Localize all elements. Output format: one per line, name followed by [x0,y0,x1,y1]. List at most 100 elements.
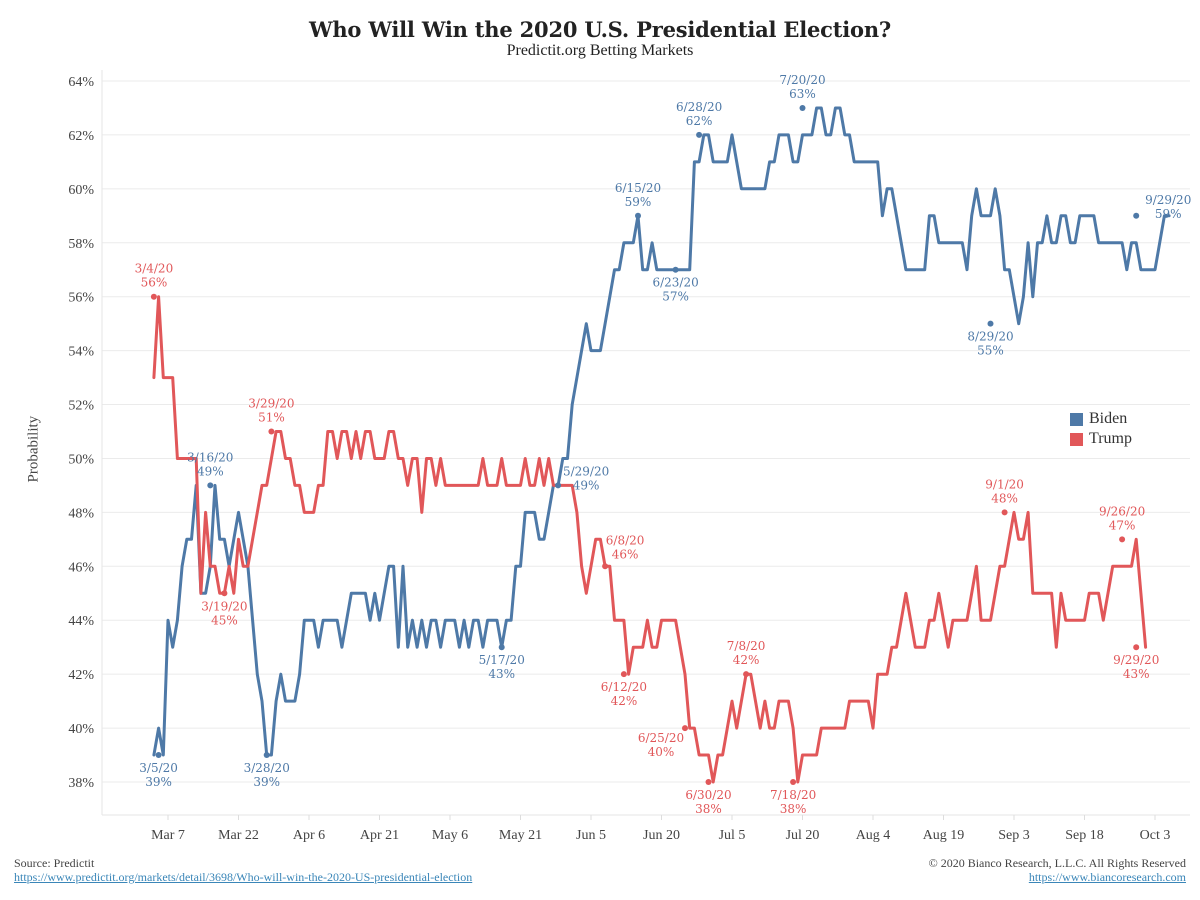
y-tick-label: 40% [68,722,94,737]
x-tick-label: Apr 6 [293,828,325,843]
annotation-marker[interactable] [555,482,562,489]
annotation-marker[interactable] [150,293,157,300]
legend-label-biden: Biden [1089,410,1128,427]
annotation-date: 9/1/20 [985,477,1024,491]
annotation-value: 40% [648,745,675,759]
annotation-marker[interactable] [682,725,688,732]
annotation-value: 45% [211,613,238,627]
annotation-date: 3/29/20 [248,397,294,411]
y-tick-label: 46% [68,560,94,575]
annotation-value: 56% [141,276,168,290]
annotation-value: 46% [612,547,639,561]
x-tick-label: May 6 [432,828,468,843]
annotation-marker[interactable] [790,779,797,785]
x-tick-label: Sep 18 [1065,828,1104,843]
series-line-biden[interactable] [152,106,1171,757]
annotation-value: 43% [1123,667,1150,681]
y-tick-label: 62% [68,129,94,144]
annotation-value: 62% [686,114,713,128]
annotation-date: 6/15/20 [615,181,661,195]
source-footer: Source: Predictit https://www.predictit.… [14,856,472,884]
annotation-marker[interactable] [743,671,750,678]
legend-item-biden[interactable]: Biden [1070,409,1132,429]
legend-item-trump[interactable]: Trump [1070,429,1132,449]
x-tick-label: Mar 22 [218,828,259,843]
annotation-date: 3/28/20 [244,761,290,775]
annotation-marker[interactable] [696,131,703,138]
x-tick-label: Jun 20 [643,828,680,843]
source-link[interactable]: https://www.predictit.org/markets/detail… [14,870,473,884]
y-axis-ticks: 38% 40% 42% 44% 46% 48% 50% 52% 54% 56% 58% 60% 62% 6… [68,75,94,791]
annotation-value: 39% [253,775,280,789]
annotation-value: 63% [789,87,816,101]
y-tick-label: 42% [68,668,94,683]
annotation-value: 47% [1109,518,1136,532]
annotation-marker[interactable] [1119,536,1126,543]
annotation-date: 9/26/20 [1099,504,1145,518]
legend-swatch-biden [1070,412,1083,426]
annotation-marker[interactable] [620,671,627,678]
annotation-marker[interactable] [498,644,505,651]
annotation-value: 49% [197,464,224,478]
series-line-trump[interactable] [152,295,1148,784]
axes [101,70,1190,816]
y-tick-label: 48% [68,506,94,521]
copyright-text: © 2020 Bianco Research, L.L.C. All Right… [928,856,1186,870]
legend-label-trump: Trump [1089,430,1132,447]
annotation-date: 9/29/20 [1113,653,1159,667]
series-lines [152,106,1171,784]
annotation-marker[interactable] [1133,212,1140,219]
y-tick-label: 38% [68,776,94,791]
x-tick-label: Aug 19 [923,828,965,843]
source-label: Source: Predictit [14,856,95,870]
chart-title: Who Will Win the 2020 U.S. Presidential … [308,17,892,42]
annotation-date: 7/8/20 [727,639,766,653]
annotation-marker[interactable] [799,104,806,111]
y-axis-label: Probability [25,415,42,483]
annotation-value: 59% [1155,207,1182,221]
bianco-link[interactable]: https://www.biancoresearch.com [1028,870,1186,884]
annotation-marker[interactable] [705,779,712,785]
annotation-marker[interactable] [602,563,609,570]
y-tick-label: 64% [68,75,94,90]
x-tick-label: Aug 4 [856,828,891,843]
annotation-marker[interactable] [207,482,214,489]
annotation-marker[interactable] [1001,509,1008,516]
copyright-footer: © 2020 Bianco Research, L.L.C. All Right… [929,856,1186,884]
annotation-value: 43% [488,667,515,681]
annotation-value: 42% [611,694,638,708]
y-tick-label: 56% [68,291,94,306]
legend: Biden Trump [1070,409,1132,449]
annotation-value: 59% [625,195,652,209]
annotation-marker[interactable] [268,428,275,435]
annotation-date: 5/17/20 [479,653,525,667]
y-tick-label: 52% [68,399,94,414]
x-tick-label: Jul 5 [719,828,746,843]
annotation-marker[interactable] [987,320,994,327]
annotation-marker[interactable] [263,752,270,759]
annotation-marker[interactable] [155,752,162,759]
annotations: 3/4/2056%3/5/2039%3/16/2049%3/19/2045%3/… [135,73,1192,816]
annotation-value: 51% [258,411,285,425]
annotation-value: 39% [145,775,172,789]
annotation-date: 6/25/20 [638,731,684,745]
annotation-date: 9/29/20 [1145,193,1191,207]
annotation-value: 57% [662,290,689,304]
x-tick-label: Jul 20 [786,828,820,843]
annotation-date: 6/30/20 [685,788,731,802]
annotation-marker[interactable] [635,212,641,219]
annotation-marker[interactable] [221,590,228,597]
annotation-date: 7/18/20 [770,788,816,802]
x-axis-ticks: Mar 7 Mar 22 Apr 6 Apr 21 May 6 May 21 Jun 5 Ju… [151,815,1170,843]
annotation-value: 55% [977,344,1004,358]
annotation-marker[interactable] [1133,644,1140,651]
annotation-date: 7/20/20 [779,73,825,87]
annotation-date: 3/4/20 [135,262,174,276]
gridlines [102,80,1190,783]
chart-subtitle: Predictit.org Betting Markets [506,42,694,59]
y-tick-label: 54% [68,345,94,360]
annotation-value: 42% [733,653,760,667]
x-tick-label: Apr 21 [360,828,399,843]
annotation-value: 38% [780,802,807,816]
annotation-marker[interactable] [672,266,679,273]
